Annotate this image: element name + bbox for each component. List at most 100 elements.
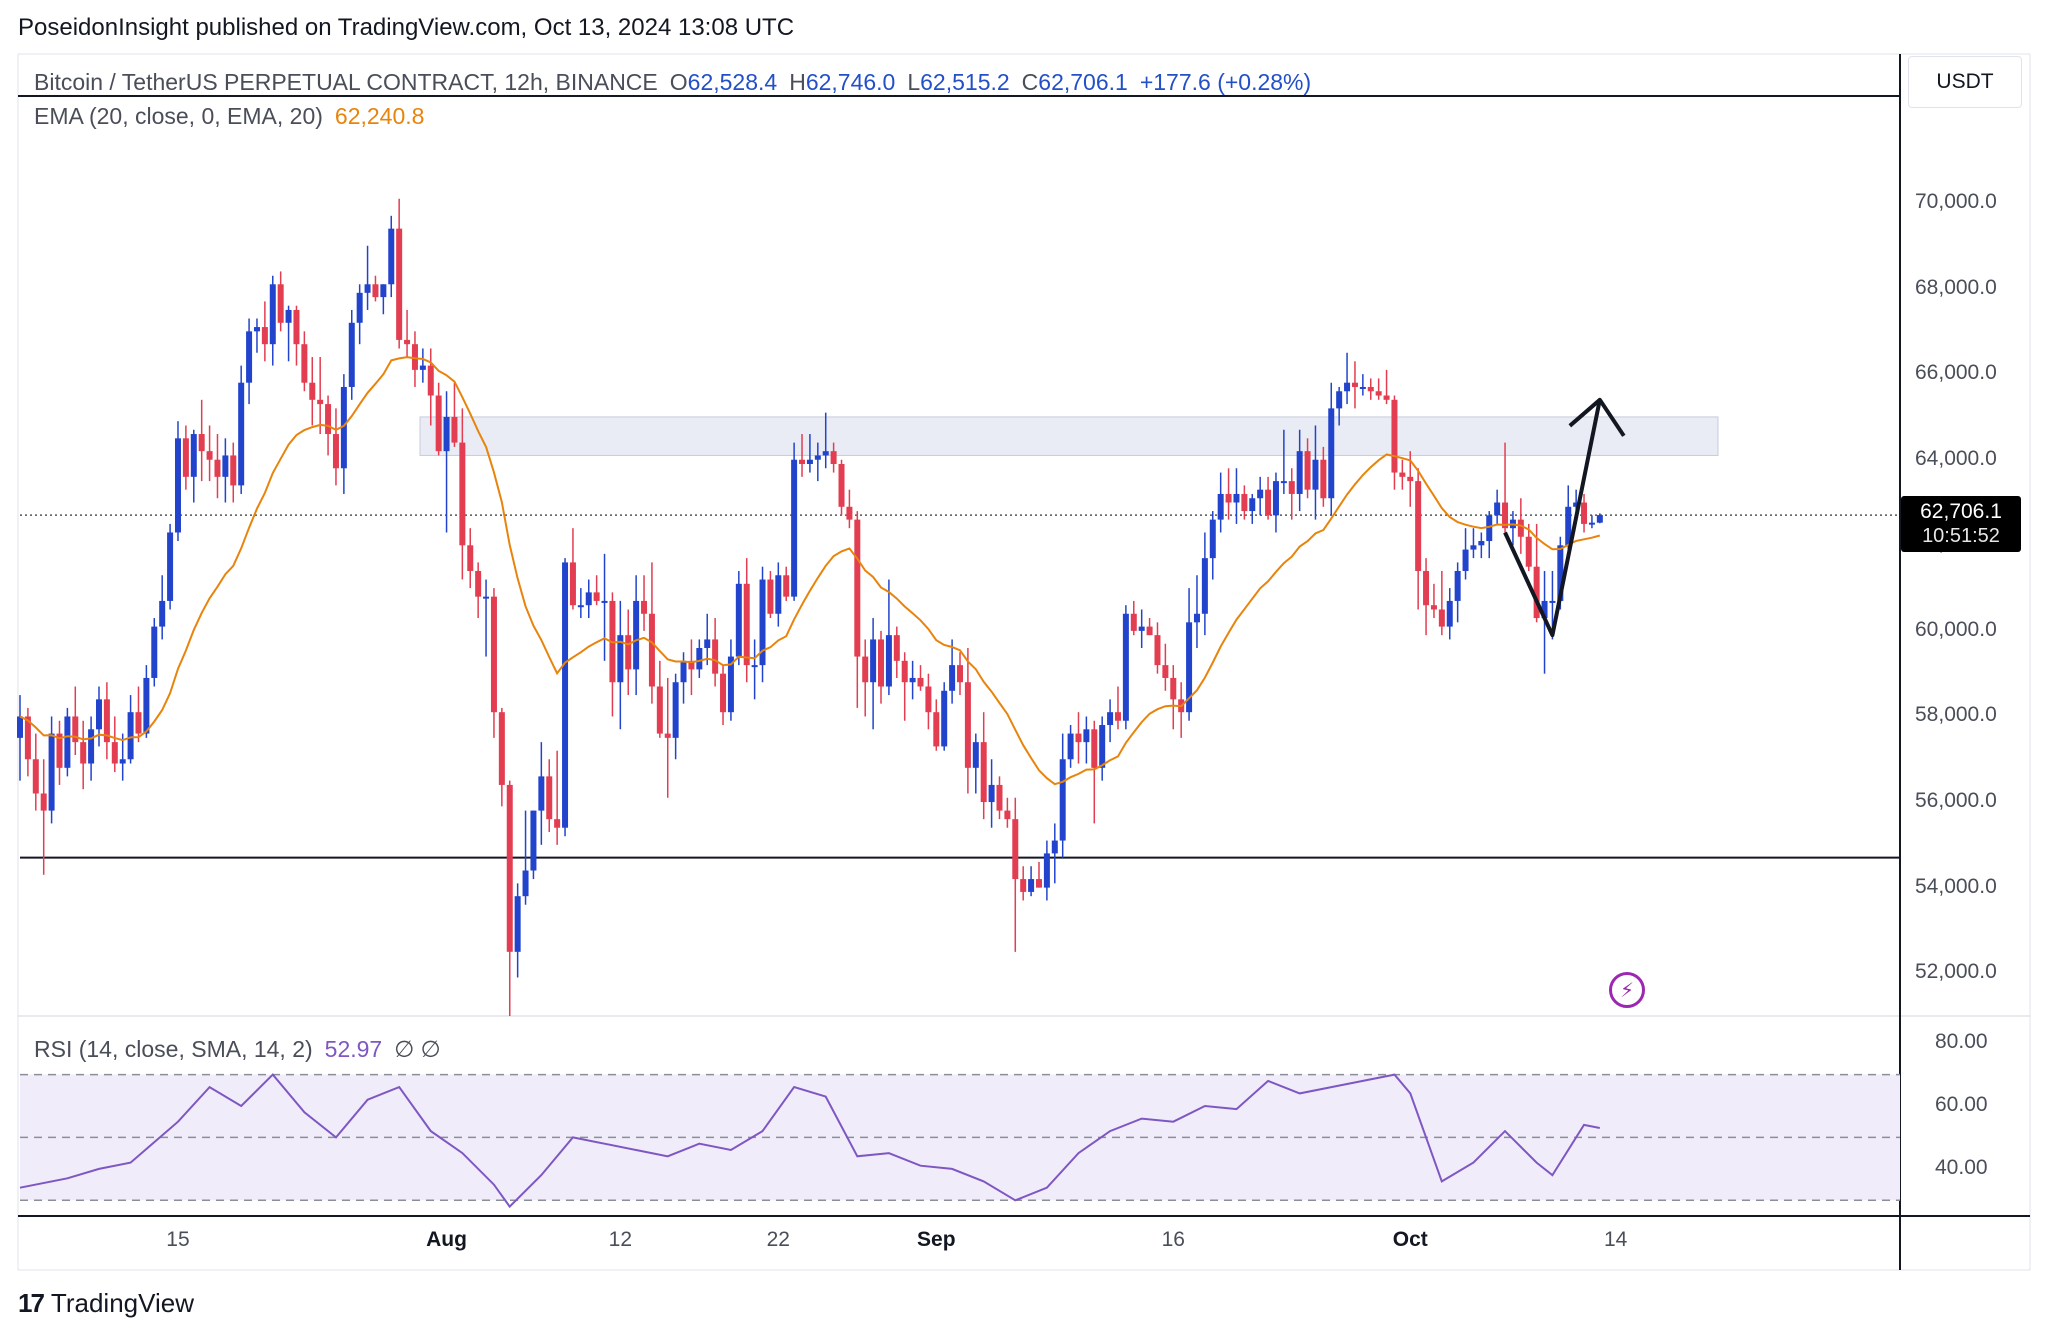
- candle-body: [325, 404, 332, 435]
- symbol-legend: Bitcoin / TetherUS PERPETUAL CONTRACT, 1…: [34, 69, 1311, 96]
- published-header: PoseidonInsight published on TradingView…: [18, 14, 795, 41]
- candle-body: [1130, 613, 1137, 631]
- candle-body: [720, 673, 727, 713]
- candle-body: [1059, 759, 1066, 841]
- time-tick-label: 15: [166, 1228, 190, 1251]
- candle-body: [317, 399, 324, 405]
- candle-body: [822, 451, 829, 456]
- candle-body: [917, 677, 924, 687]
- candle-body: [1146, 626, 1153, 636]
- candle-body: [483, 596, 490, 599]
- tradingview-mark-icon: 17: [18, 1288, 45, 1318]
- candle-body: [1399, 472, 1406, 477]
- candle-body: [522, 870, 529, 897]
- candle-body: [174, 438, 181, 533]
- candle-body: [103, 699, 110, 743]
- resistance-zone: [419, 416, 1719, 456]
- candle-body: [688, 660, 695, 670]
- candle-body: [1122, 613, 1129, 721]
- candle-body: [95, 699, 102, 730]
- projection-arrow: [1503, 399, 1602, 638]
- candle-body: [498, 712, 505, 785]
- candle-body: [127, 712, 134, 760]
- candle-body: [24, 716, 31, 760]
- price-tick-label: 68,000.0: [1915, 275, 1997, 299]
- bar-countdown: 10:51:52: [1922, 525, 2000, 547]
- candle-body: [419, 365, 426, 370]
- candle-body: [1043, 853, 1050, 888]
- price-tick-label: 56,000.0: [1915, 789, 1997, 813]
- candle-body: [246, 331, 253, 383]
- candle-body: [1462, 549, 1469, 571]
- lightning-icon[interactable]: ⚡: [1609, 972, 1645, 1008]
- candle-body: [704, 639, 711, 648]
- candle-body: [1296, 451, 1303, 494]
- candle-body: [198, 434, 205, 452]
- candle-body: [854, 519, 861, 657]
- ema-value: 62,240.8: [334, 103, 425, 129]
- candle-body: [625, 635, 632, 670]
- candle-body: [933, 712, 940, 747]
- candle-body: [1170, 677, 1177, 700]
- candle-body: [1359, 386, 1366, 389]
- change-value: +177.6 (+0.28%): [1139, 69, 1312, 95]
- ema-line: [19, 356, 1601, 786]
- close-value: 62,706.1: [1038, 69, 1128, 95]
- candle-body: [1114, 712, 1121, 721]
- price-tick-label: 52,000.0: [1915, 960, 1997, 984]
- candle-body: [190, 434, 197, 477]
- time-tick-label: Sep: [917, 1228, 956, 1251]
- candle-body: [593, 592, 600, 601]
- candle-body: [1588, 522, 1595, 525]
- candle-body: [1446, 600, 1453, 627]
- currency-unit-button[interactable]: USDT: [1908, 56, 2022, 108]
- candle-body: [846, 506, 853, 520]
- candle-body: [380, 284, 387, 298]
- price-tick-label: 58,000.0: [1915, 703, 1997, 727]
- candle-body: [862, 656, 869, 683]
- candle-body: [230, 455, 237, 486]
- rsi-label: RSI (14, close, SMA, 14, 2): [34, 1036, 313, 1062]
- candle-body: [64, 716, 71, 768]
- rsi-extra: ∅ ∅: [394, 1036, 441, 1062]
- candle-body: [1162, 665, 1169, 678]
- candle-body: [672, 682, 679, 738]
- candle-body: [1486, 515, 1493, 542]
- candle-body: [656, 686, 663, 734]
- candle-body: [1288, 481, 1295, 494]
- candle-body: [1265, 489, 1272, 516]
- candle-body: [727, 656, 734, 713]
- candle-body: [980, 742, 987, 803]
- candle-body: [388, 228, 395, 285]
- candle-body: [830, 451, 837, 464]
- time-tick-label: 12: [608, 1228, 633, 1251]
- candle-body: [1494, 502, 1501, 516]
- candle-body: [783, 575, 790, 597]
- candle-body: [475, 570, 482, 597]
- candle-body: [1454, 570, 1461, 601]
- price-tick-label: 60,000.0: [1915, 617, 1997, 641]
- tradingview-logo[interactable]: 17 TradingView: [18, 1288, 194, 1319]
- candle-body: [182, 438, 189, 477]
- candle-body: [490, 596, 497, 713]
- tradingview-wordmark: TradingView: [50, 1288, 194, 1318]
- rsi-legend: RSI (14, close, SMA, 14, 2) 52.97 ∅ ∅: [34, 1036, 441, 1063]
- candle-body: [238, 382, 245, 486]
- rsi-tick-label: 60.00: [1935, 1093, 1988, 1116]
- candle-body: [1391, 399, 1398, 473]
- candle-body: [617, 635, 624, 683]
- candle-body: [1581, 502, 1588, 524]
- candle-body: [396, 228, 403, 340]
- candle-body: [759, 579, 766, 666]
- candle-body: [1280, 481, 1287, 484]
- candle-body: [40, 793, 47, 811]
- candle-body: [340, 386, 347, 469]
- candle-body: [1367, 386, 1374, 392]
- candle-body: [1541, 600, 1548, 619]
- low-label: L: [907, 69, 921, 95]
- candle-body: [1241, 493, 1248, 512]
- open-label: O: [669, 69, 688, 95]
- candle-body: [1375, 391, 1382, 396]
- candle-body: [261, 327, 268, 345]
